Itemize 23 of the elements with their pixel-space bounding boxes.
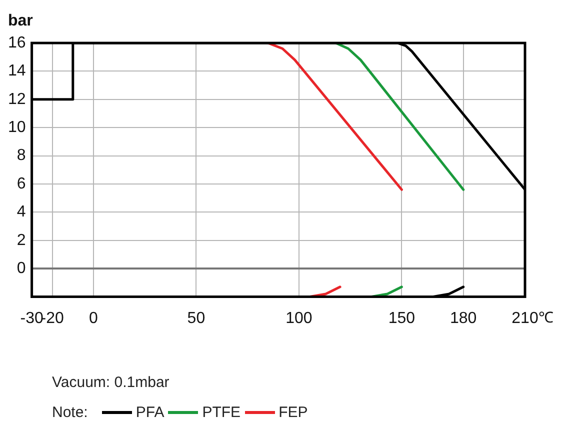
x-tick-label: 180 [450, 310, 477, 327]
y-tick-label: 12 [8, 90, 26, 108]
x-tick-label: 0 [88, 310, 98, 327]
text: Vacuum: 0.1mbar [52, 374, 170, 391]
legend-title: Note: [52, 404, 88, 421]
x-tick-label: 210 [512, 310, 538, 327]
x-tick-label: 50 [187, 310, 206, 327]
x-tick-label: -30 [20, 310, 44, 327]
y-tick-label: 6 [16, 175, 26, 192]
y-tick-label: 0 [16, 260, 26, 278]
x-tick-label: 150 [388, 310, 416, 327]
y-tick-label: 2 [16, 232, 26, 249]
y-tick-label: 16 [8, 34, 26, 52]
x-axis-title: ℃ [538, 309, 554, 326]
y-axis-title: bar [8, 12, 33, 30]
y-tick-label: 10 [8, 119, 26, 136]
legend-label: PFA [136, 404, 164, 421]
y-tick-label: 8 [16, 147, 26, 164]
y-tick-label: 14 [8, 62, 26, 80]
legend-label: FEP [278, 404, 308, 421]
legend-label: PTFE [202, 404, 241, 421]
x-tick-label: 100 [286, 310, 312, 327]
y-tick-label: 4 [16, 204, 26, 221]
